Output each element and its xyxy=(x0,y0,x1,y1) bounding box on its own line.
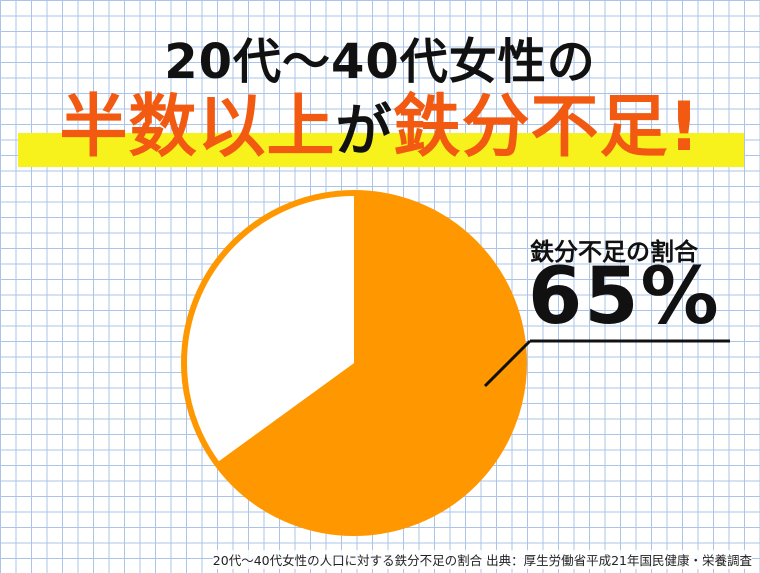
pie-slices xyxy=(184,193,525,533)
callout-leader-line xyxy=(483,339,532,388)
headline-majority: 半数以上 xyxy=(59,88,336,167)
pie-outline xyxy=(181,190,527,536)
headline-highlight-band xyxy=(18,133,744,167)
headline-particle: が xyxy=(335,99,393,164)
headline-line-1: 20代〜40代女性の xyxy=(164,34,596,90)
headline-line-2: 半数以上が鉄分不足! xyxy=(0,86,760,174)
headline-iron-deficiency: 鉄分不足! xyxy=(392,88,701,167)
pie-slice-iron-deficient xyxy=(216,193,525,533)
callout-value: 65% xyxy=(528,252,721,342)
source-note: 20代〜40代女性の人口に対する鉄分不足の割合 出典：厚生労働省平成21年国民健… xyxy=(212,550,752,569)
callout-label: 鉄分不足の割合 xyxy=(530,238,698,266)
pie-slice-remainder xyxy=(184,193,354,463)
